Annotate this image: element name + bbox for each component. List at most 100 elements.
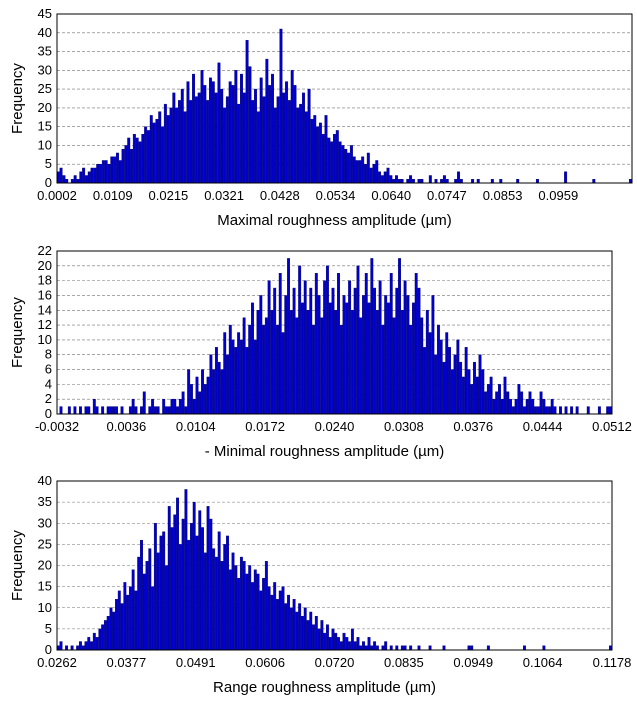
histogram-bar [165,406,168,415]
histogram-bar [295,317,299,415]
x-tick-label: 0.0262 [37,655,77,670]
histogram-bar [318,122,322,184]
histogram-bar [276,96,280,184]
histogram-bar [134,590,138,651]
histogram-bar [134,406,138,415]
histogram-bar [352,156,356,184]
histogram-bar [262,324,266,415]
histogram-bar [564,171,568,184]
histogram-bar [338,141,342,184]
histogram-bar [369,167,373,184]
histogram-bar [459,361,463,415]
histogram-bar [362,295,365,415]
histogram-bar [282,92,286,184]
histogram-bar [184,489,188,651]
histogram-bar [82,167,86,184]
histogram-bar [372,164,376,184]
y-tick-label: 20 [38,100,52,115]
histogram-bar [101,160,105,184]
histogram-bar [115,599,118,651]
histogram-bar [586,406,590,415]
y-tick-label: 35 [38,44,52,59]
histogram-bar [223,544,227,651]
histogram-bar [500,398,504,415]
histogram-bar [570,406,574,415]
histogram-bar [420,317,424,415]
plot-frame [56,480,613,651]
histogram-bar [87,406,91,415]
histogram-bar [523,406,526,415]
histogram-bar [84,406,88,415]
histogram-bar [206,100,210,184]
histogram-bar [461,376,465,415]
histogram-bar [177,100,181,184]
histogram-bar [349,145,353,184]
x-tick-label: 0.0491 [176,655,216,670]
histogram-panel-range: 0 5 10 15 20 25 30 35 40 0.0262 0.0377 0.0491 0.060… [9,473,631,696]
histogram-bar [456,339,460,415]
histogram-bar [130,148,133,184]
histogram-bar [121,148,125,184]
histogram-bar [400,645,404,651]
x-tick-label: 0.1178 [593,655,632,670]
histogram-bar [428,175,432,184]
histogram-bar [189,100,193,184]
histogram-bar [417,645,421,651]
histogram-bar [220,88,224,184]
histogram-bar [264,317,268,415]
x-tick-label: 0.0002 [37,188,77,203]
histogram-bar [170,398,174,415]
x-axis-label: Maximal roughness amplitude (µm) [217,212,452,229]
histogram-bar [403,280,407,415]
bars [56,28,632,184]
x-tick-label: 0.0835 [384,655,424,670]
histogram-bar [107,164,111,184]
histogram-bar [251,302,254,415]
histogram-bar [206,376,210,415]
bars [59,258,612,415]
histogram-bar [251,100,255,184]
histogram-bar [173,398,177,415]
histogram-bar [383,171,387,184]
x-tick-label: 0.0428 [260,188,300,203]
histogram-bar [467,645,471,651]
x-tick-label: 0.0720 [315,655,355,670]
histogram-bar [370,258,374,415]
histogram-bar [439,339,443,415]
histogram-bar [306,620,310,651]
y-tick-label: 10 [38,600,52,615]
histogram-bar [389,273,393,415]
histogram-bar [481,369,485,415]
histogram-bar [226,535,229,651]
histogram-bar [264,561,268,651]
histogram-bar [285,81,289,184]
histogram-bar [138,141,142,184]
histogram-bar [151,398,155,415]
histogram-bar [409,324,413,415]
histogram-bar [316,126,320,184]
histogram-bar [367,637,371,651]
histogram-bar [223,332,227,415]
histogram-bar [276,324,279,415]
histogram-bar [146,130,150,184]
x-tick-label: 0.0172 [245,419,285,434]
histogram-bar [245,573,249,651]
y-axis-label: Frequency [9,530,26,601]
histogram-bar [453,354,457,415]
histogram-bar [364,273,368,415]
histogram-bar [256,111,260,184]
x-tick-labels: -0.0032 0.0036 0.0104 0.0172 0.0240 0.0308 0.0… [35,419,632,434]
histogram-bar [239,339,243,415]
histogram-bar [267,586,271,651]
histogram-bar [142,391,146,415]
histogram-bar [406,295,410,415]
x-tick-labels: 0.0002 0.0109 0.0215 0.0321 0.0428 0.0534 0.06… [37,188,578,203]
histogram-bar [484,391,488,415]
x-axis-label: Range roughness amplitude (µm) [213,679,436,696]
histogram-bar [344,148,348,184]
histogram-bar [245,40,249,184]
histogram-bar [181,391,185,415]
histogram-bar [358,160,362,184]
histogram-bar [317,295,321,415]
histogram-bar [575,406,579,415]
